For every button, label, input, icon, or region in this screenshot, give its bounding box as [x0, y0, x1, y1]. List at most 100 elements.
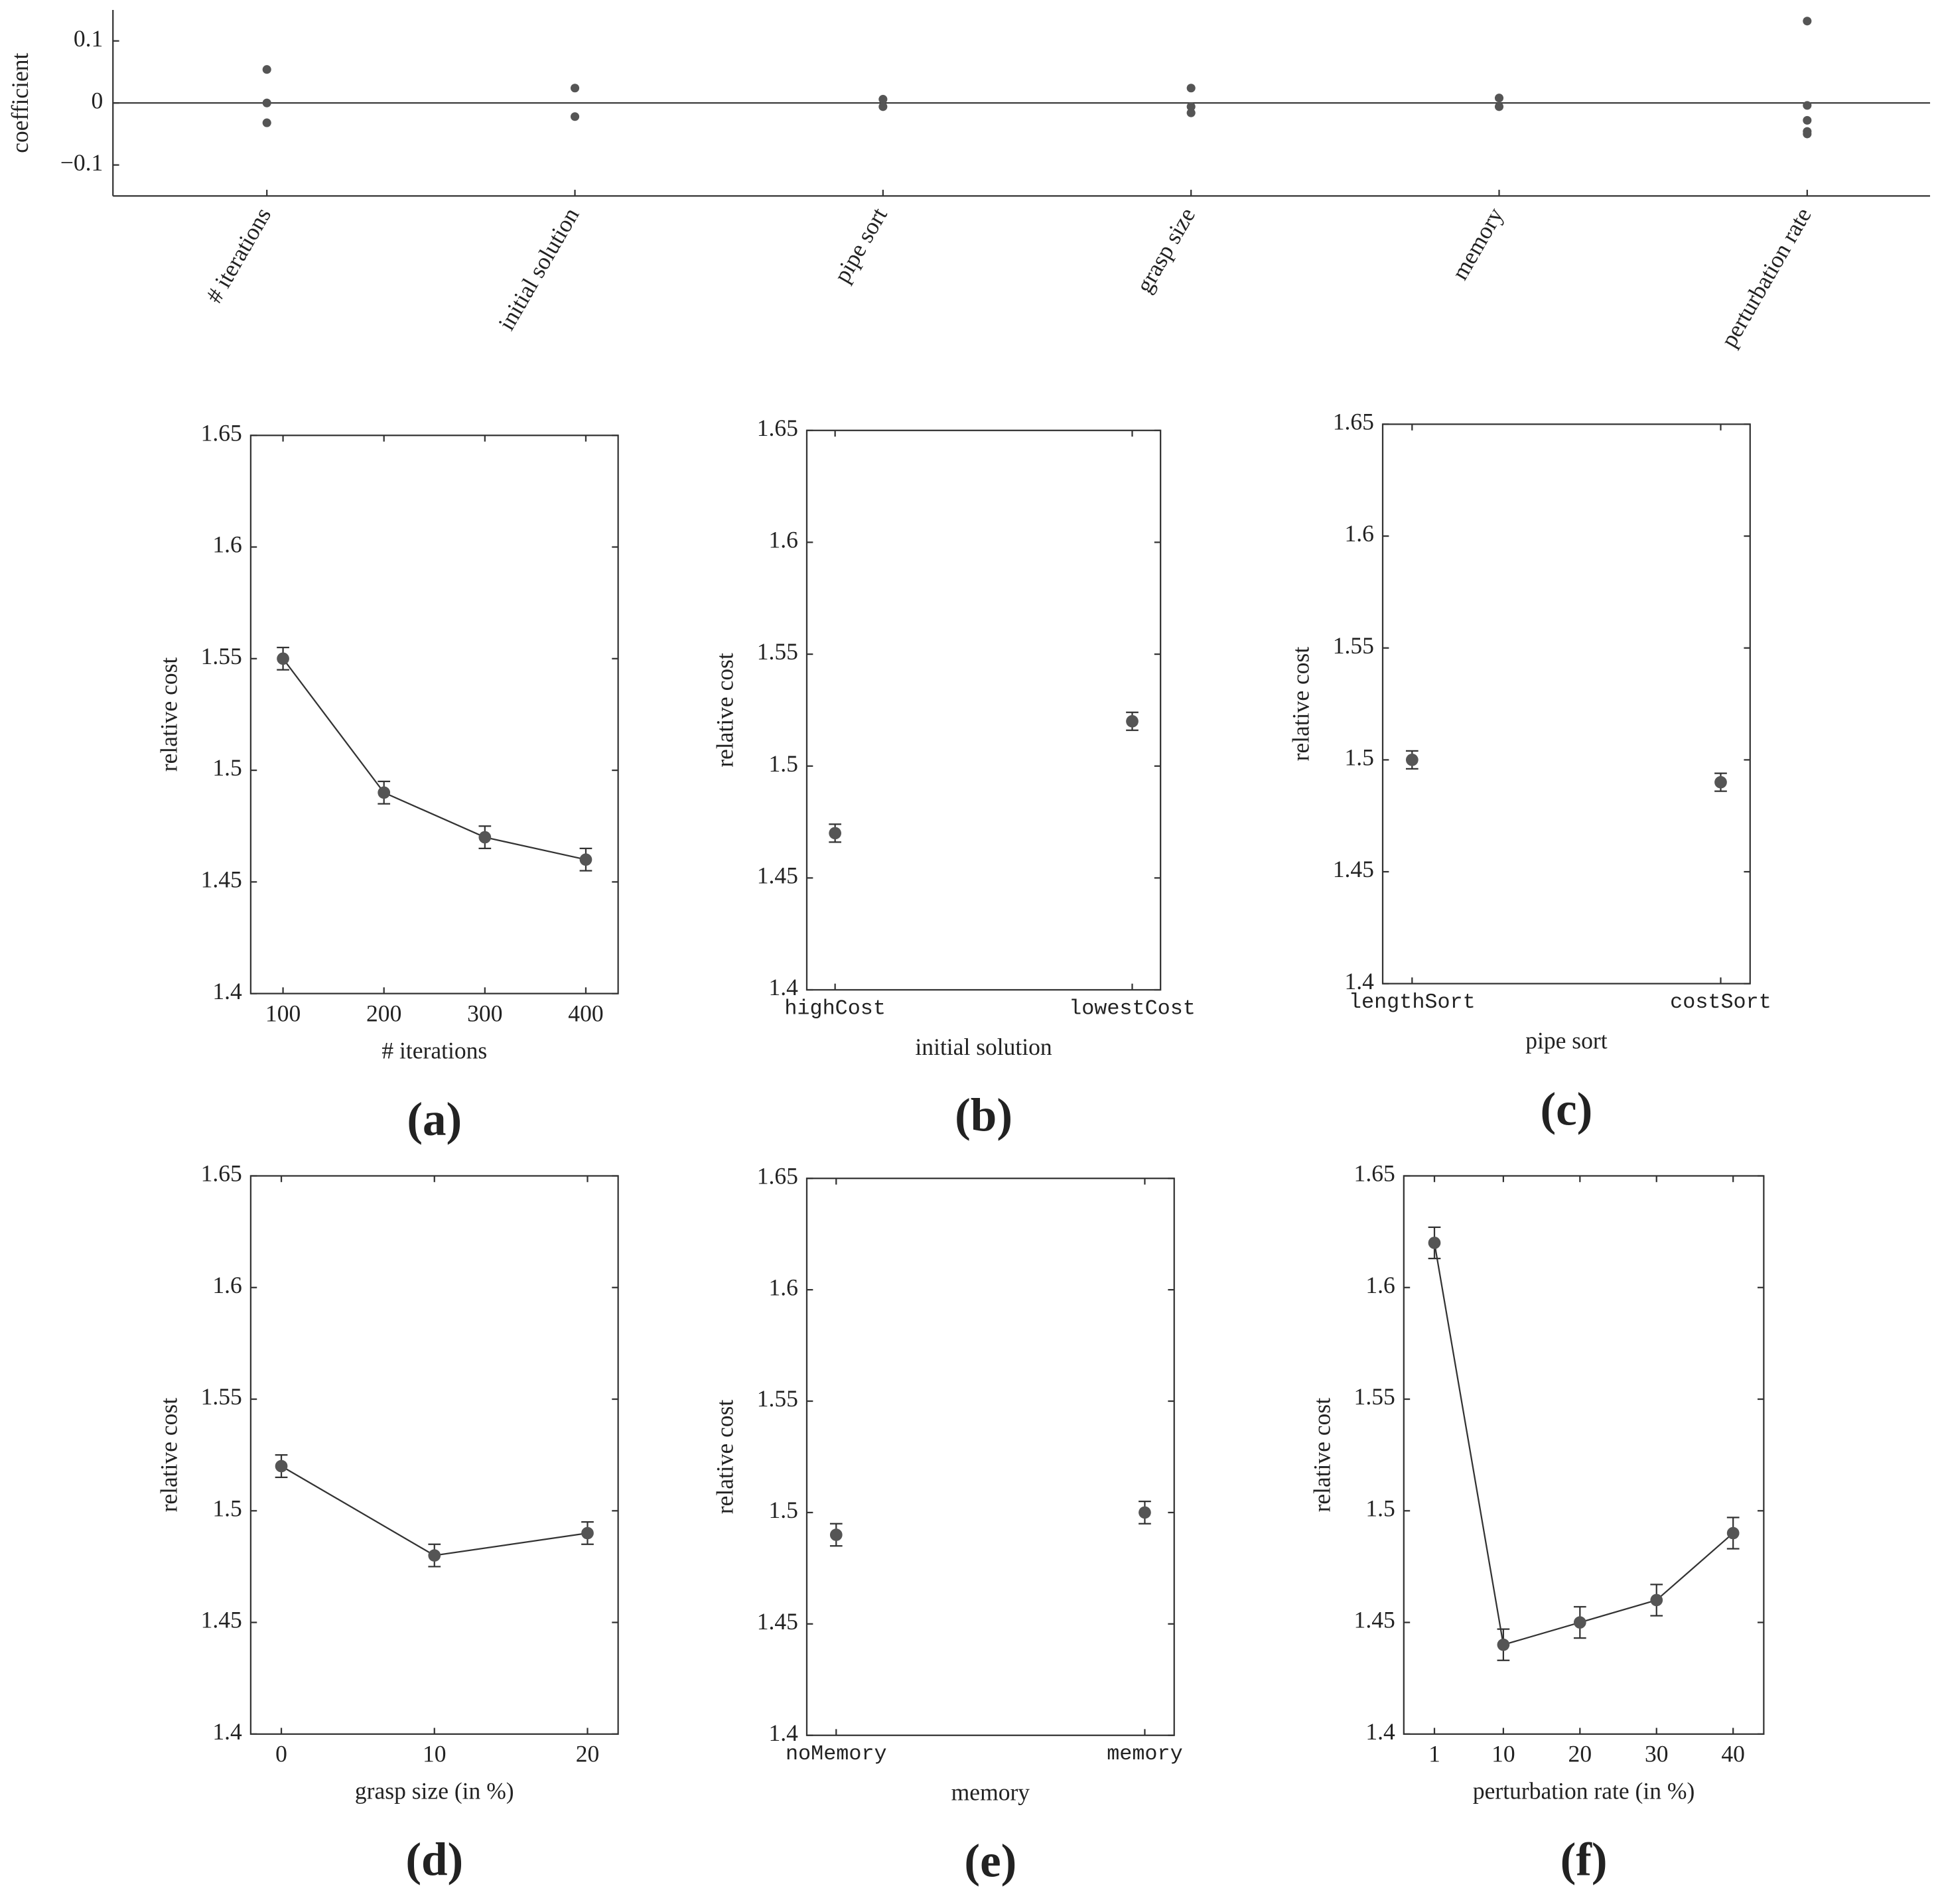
y-tick-label: 1.5	[212, 754, 242, 781]
x-tick-label: 20	[576, 1741, 600, 1767]
point	[829, 827, 842, 840]
y-tick-label: 1.6	[768, 527, 797, 553]
y-tick-label: 1.5	[1345, 744, 1374, 771]
point	[1494, 94, 1504, 103]
plot-frame	[805, 1178, 1175, 1736]
y-tick-label: 1.45	[1354, 1607, 1395, 1633]
y-tick-label: −0.1	[60, 149, 103, 176]
y-tick-label: 1.65	[201, 1160, 242, 1187]
x-tick-label: initial solution	[493, 203, 585, 335]
plot-frame	[1403, 1175, 1765, 1735]
point	[1726, 1527, 1740, 1540]
panel-label: (d)	[405, 1834, 463, 1885]
y-tick-label: 1.6	[1365, 1272, 1395, 1298]
y-tick-label: 1.55	[757, 638, 798, 665]
point	[1405, 754, 1419, 766]
plot-frame	[249, 1175, 619, 1735]
y-tick-label: 1.45	[201, 1607, 242, 1633]
y-tick-label: 1.4	[1365, 1718, 1395, 1745]
x-axis-label: memory	[951, 1779, 1030, 1806]
x-tick-label: 100	[265, 1000, 301, 1026]
x-tick-label: # iterations	[200, 203, 276, 307]
x-tick-label: 10	[1491, 1741, 1515, 1767]
plot-frame	[805, 429, 1162, 991]
point	[1803, 101, 1812, 110]
plot-frame	[1381, 423, 1751, 985]
x-tick-label: highCost	[784, 996, 886, 1020]
y-tick-label: 1.4	[212, 978, 242, 1004]
y-axis-label: relative cost	[155, 657, 182, 772]
y-tick-label: 1.65	[1333, 409, 1374, 435]
y-tick-label: 0.1	[74, 25, 103, 52]
x-tick-label: 10	[423, 1741, 447, 1767]
point	[1139, 1506, 1151, 1519]
x-tick-label: 40	[1721, 1741, 1745, 1767]
y-tick-label: 1.45	[201, 866, 242, 893]
x-axis-label: grasp size (in %)	[355, 1778, 514, 1804]
y-tick-label: 1.45	[757, 1608, 798, 1635]
x-tick-label: 30	[1645, 1741, 1669, 1767]
y-axis-label: relative cost	[1308, 1398, 1335, 1513]
plot-frame	[249, 435, 619, 994]
y-tick-label: 1.65	[201, 419, 242, 446]
y-tick-label: 1.4	[768, 1720, 798, 1746]
point	[878, 102, 888, 111]
point	[829, 1529, 843, 1541]
series-line	[281, 1465, 588, 1556]
y-tick-label: 1.5	[768, 1497, 797, 1523]
panel-label: (f)	[1560, 1834, 1608, 1885]
x-tick-label: 0	[275, 1741, 287, 1767]
x-tick-label: grasp size	[1131, 203, 1200, 297]
x-tick-label: memory	[1107, 1742, 1182, 1766]
point	[1803, 17, 1812, 26]
point	[878, 95, 888, 104]
x-tick-label: 300	[467, 1000, 502, 1026]
y-axis-label: relative cost	[711, 1400, 738, 1515]
point	[1803, 115, 1812, 125]
series-line	[1433, 1243, 1734, 1646]
x-tick-label: perturbation rate	[1715, 203, 1817, 352]
point	[262, 98, 271, 107]
point	[275, 1460, 288, 1473]
y-tick-label: 1.55	[757, 1385, 798, 1412]
y-tick-label: 1.5	[212, 1495, 242, 1521]
point	[478, 831, 492, 844]
point	[262, 65, 271, 74]
x-axis-label: pipe sort	[1525, 1028, 1607, 1054]
x-axis-label: initial solution	[915, 1034, 1052, 1060]
x-axis-label: perturbation rate (in %)	[1473, 1778, 1695, 1804]
point	[570, 84, 580, 93]
point	[378, 786, 391, 799]
point	[1186, 108, 1196, 117]
point	[1497, 1638, 1510, 1651]
point	[1714, 776, 1727, 789]
panel-label: (c)	[1540, 1083, 1592, 1135]
x-tick-label: lowestCost	[1069, 996, 1196, 1020]
point	[1126, 714, 1139, 728]
x-tick-label: memory	[1446, 203, 1509, 285]
y-tick-label: 1.45	[1333, 856, 1374, 882]
point	[428, 1549, 441, 1562]
y-tick-label: 1.6	[212, 1272, 242, 1298]
y-tick-label: 1.6	[1345, 520, 1374, 547]
y-tick-label: 1.6	[768, 1274, 797, 1300]
y-axis-label: relative cost	[711, 653, 738, 768]
panel-label: (e)	[964, 1835, 1016, 1887]
point	[581, 1527, 594, 1540]
y-axis-label: relative cost	[1287, 647, 1314, 762]
y-tick-label: 1.4	[1345, 968, 1375, 994]
y-tick-label: 1.65	[1354, 1160, 1395, 1187]
x-tick-label: 200	[366, 1000, 401, 1026]
x-tick-label: pipe sort	[829, 203, 892, 287]
panel-label: (a)	[407, 1093, 462, 1145]
y-tick-label: 1.55	[201, 1383, 242, 1410]
point	[1573, 1616, 1586, 1629]
y-tick-label: 1.45	[757, 862, 798, 889]
x-tick-label: costSort	[1670, 990, 1771, 1014]
y-tick-label: 0	[92, 87, 104, 113]
x-tick-label: 400	[568, 1000, 603, 1026]
x-axis-label: # iterations	[381, 1038, 487, 1064]
point	[277, 652, 289, 665]
panel-label: (b)	[955, 1090, 1012, 1142]
